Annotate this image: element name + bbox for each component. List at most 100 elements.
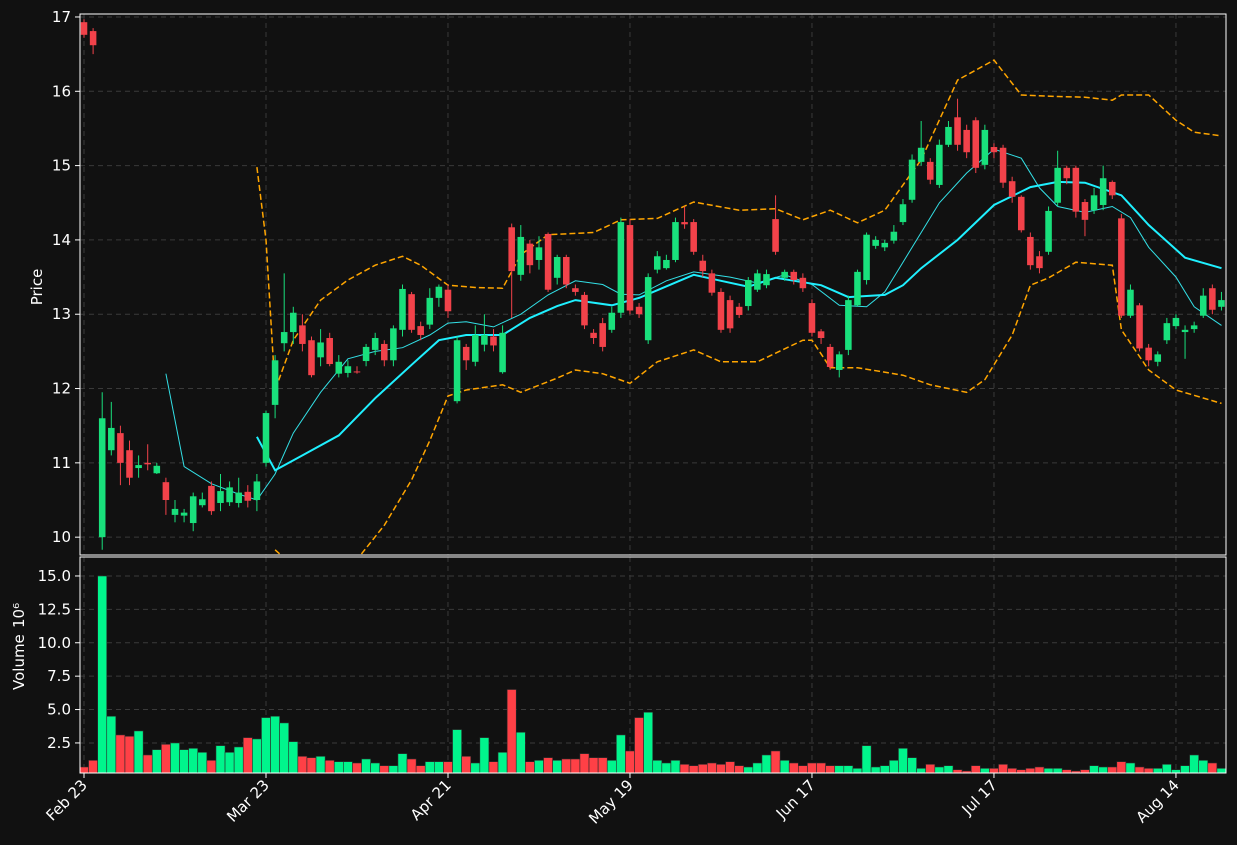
candle-body <box>517 236 525 275</box>
overlay-line <box>274 261 1222 555</box>
y-tick-label: 17 <box>52 8 71 26</box>
volume-bar <box>106 715 117 773</box>
candle-body <box>199 499 206 506</box>
candle-body <box>735 306 743 315</box>
candle-body <box>189 496 197 524</box>
volume-bar <box>88 760 98 773</box>
candle-body <box>381 343 388 361</box>
y-tick-label: 2.5 <box>47 734 71 752</box>
candle-body <box>872 239 879 246</box>
volume-bar <box>1125 762 1136 773</box>
volume-bar <box>1207 762 1218 773</box>
candle-body <box>1027 236 1034 266</box>
candle-body <box>1218 300 1225 307</box>
candle-body <box>299 325 306 344</box>
candle-body <box>353 371 361 373</box>
candle-body <box>162 482 170 501</box>
volume-bar <box>97 575 108 773</box>
volume-bar <box>1134 766 1145 773</box>
volume-bar <box>306 757 317 773</box>
volume-bar <box>170 742 180 773</box>
candle-body <box>317 342 324 358</box>
volume-bar <box>970 765 981 773</box>
candle-body <box>726 300 734 329</box>
volume-bar <box>788 762 799 773</box>
candle-body <box>926 161 934 180</box>
volume-bar <box>424 761 435 773</box>
volume-offset-label: 10⁶ <box>10 603 28 628</box>
candle-body <box>462 346 470 361</box>
volume-bar <box>552 760 563 773</box>
candle-body <box>936 144 943 185</box>
volume-bar <box>388 765 399 773</box>
candle-body <box>1072 167 1080 212</box>
volume-bar <box>870 766 881 773</box>
volume-bars <box>80 575 1226 773</box>
volume-bar <box>488 761 499 773</box>
volume-bar <box>952 769 963 773</box>
candle-body <box>963 129 970 153</box>
volume-bar <box>324 760 335 773</box>
volume-bar <box>452 729 462 773</box>
volume-bar <box>224 751 235 773</box>
candle-body <box>854 271 861 306</box>
candle-body <box>744 280 752 307</box>
volume-bar <box>943 765 954 773</box>
y-tick-label: 13 <box>52 305 71 323</box>
candle-body <box>626 225 634 311</box>
candle-body <box>699 260 707 272</box>
candle-body <box>1199 295 1207 316</box>
candle-body <box>1081 202 1089 220</box>
volume-bar <box>1016 769 1027 773</box>
candle-body <box>399 288 406 330</box>
candle-body <box>226 487 233 503</box>
candle-body <box>563 257 570 285</box>
candle-body <box>635 306 643 315</box>
candle-body <box>544 233 552 290</box>
candle-body <box>608 312 616 330</box>
candle-body <box>908 159 916 200</box>
candle-body <box>654 256 661 270</box>
candle-body <box>1036 256 1043 269</box>
candle-body <box>481 335 488 345</box>
candle-body <box>881 242 889 248</box>
overlay-line <box>256 180 1222 472</box>
candle-body <box>98 418 106 538</box>
candle-body <box>171 508 179 515</box>
candle-body <box>1099 178 1107 205</box>
candle-body <box>435 286 443 298</box>
candle-body <box>1154 354 1162 362</box>
candle-body <box>981 129 989 165</box>
candle-body <box>863 234 870 281</box>
volume-bar <box>315 756 326 773</box>
volume-bar <box>743 766 754 773</box>
volume-bar <box>1116 761 1127 773</box>
candle-body <box>1063 167 1071 179</box>
candle-body <box>108 427 115 451</box>
volume-bar <box>115 734 126 773</box>
candle-body <box>271 360 279 405</box>
candle-body <box>126 450 133 478</box>
candle-body <box>1054 167 1061 203</box>
volume-bar <box>579 753 590 773</box>
y-tick-label: 11 <box>52 454 71 472</box>
candle-body <box>599 323 606 347</box>
volume-bar <box>1098 766 1109 773</box>
candle-body <box>253 481 261 501</box>
price-axis-label: Price <box>28 269 46 306</box>
volume-bar <box>597 757 608 773</box>
volume-bar <box>133 730 144 773</box>
volume-bar <box>461 756 472 773</box>
candle-body <box>644 277 652 341</box>
volume-bar <box>525 761 535 773</box>
candle-body <box>781 271 788 278</box>
volume-bar <box>861 745 872 773</box>
volume-bar <box>1061 769 1072 773</box>
candle-body <box>417 326 424 336</box>
volume-bar <box>1216 768 1226 773</box>
volume-bar <box>1080 769 1090 773</box>
candle-body <box>890 231 898 241</box>
volume-bar <box>989 768 999 773</box>
volume-bar <box>1034 766 1045 773</box>
volume-bar <box>852 768 863 773</box>
